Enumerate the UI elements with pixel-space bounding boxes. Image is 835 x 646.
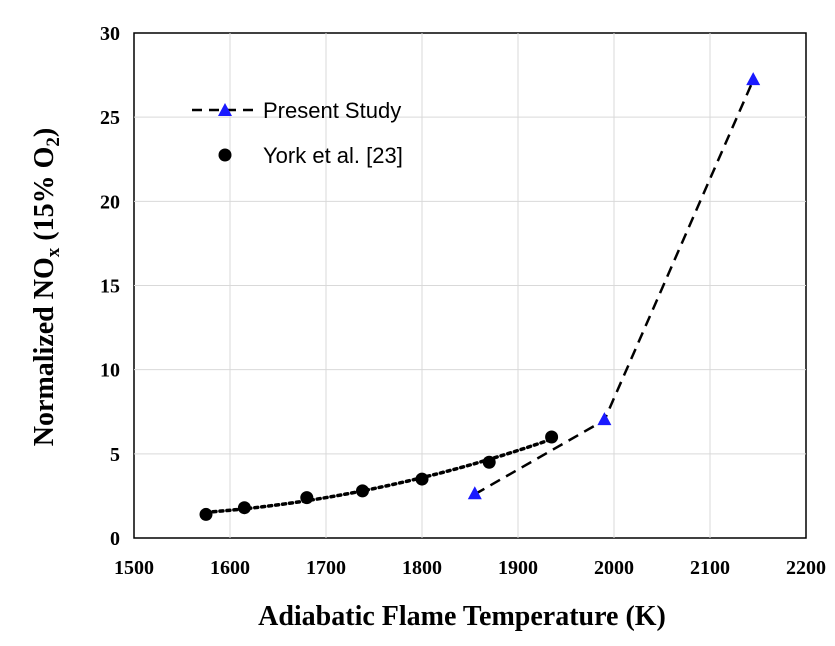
york-data-point [415, 472, 429, 486]
present-study-point [467, 486, 482, 500]
legend-present-study-label: Present Study [263, 98, 401, 123]
y-tick-label: 25 [100, 107, 120, 129]
present-study-point [746, 72, 761, 86]
x-axis-title: Adiabatic Flame Temperature (K) [258, 601, 666, 632]
x-tick-label: 1900 [498, 557, 538, 579]
x-tick-label: 2100 [690, 557, 730, 579]
y-tick-label: 20 [100, 191, 120, 213]
y-tick-label: 10 [100, 360, 120, 382]
grid [134, 33, 806, 538]
york-data-point [545, 430, 559, 444]
x-tick-label: 2200 [786, 557, 826, 579]
y-tick-label: 5 [110, 444, 120, 466]
legend-york-label: York et al. [23] [263, 143, 403, 168]
y-tick-label: 30 [100, 23, 120, 45]
legend-york-marker [218, 148, 232, 162]
york-data-point [482, 455, 496, 469]
york-data-point [237, 501, 251, 515]
tick-labels: 1500 1600 1700 1800 1900 2000 2100 2200 0 5 10 15 20… [100, 23, 826, 579]
series-marks [199, 72, 761, 521]
y-tick-label: 15 [100, 276, 120, 298]
legend: Present Study York et al. [23] [192, 98, 403, 168]
york-data-point [300, 491, 314, 505]
x-tick-label: 2000 [594, 557, 634, 579]
york-data-point [199, 507, 213, 521]
y-tick-label: 0 [110, 528, 120, 550]
y-axis-title: Normalized NOx (15% O2) [29, 128, 64, 446]
present-study-point [597, 412, 612, 426]
york-data-point [355, 484, 369, 498]
legend-present-study-marker [218, 103, 232, 116]
x-tick-label: 1500 [114, 557, 154, 579]
x-tick-label: 1800 [402, 557, 442, 579]
x-tick-label: 1600 [210, 557, 250, 579]
x-tick-label: 1700 [306, 557, 346, 579]
